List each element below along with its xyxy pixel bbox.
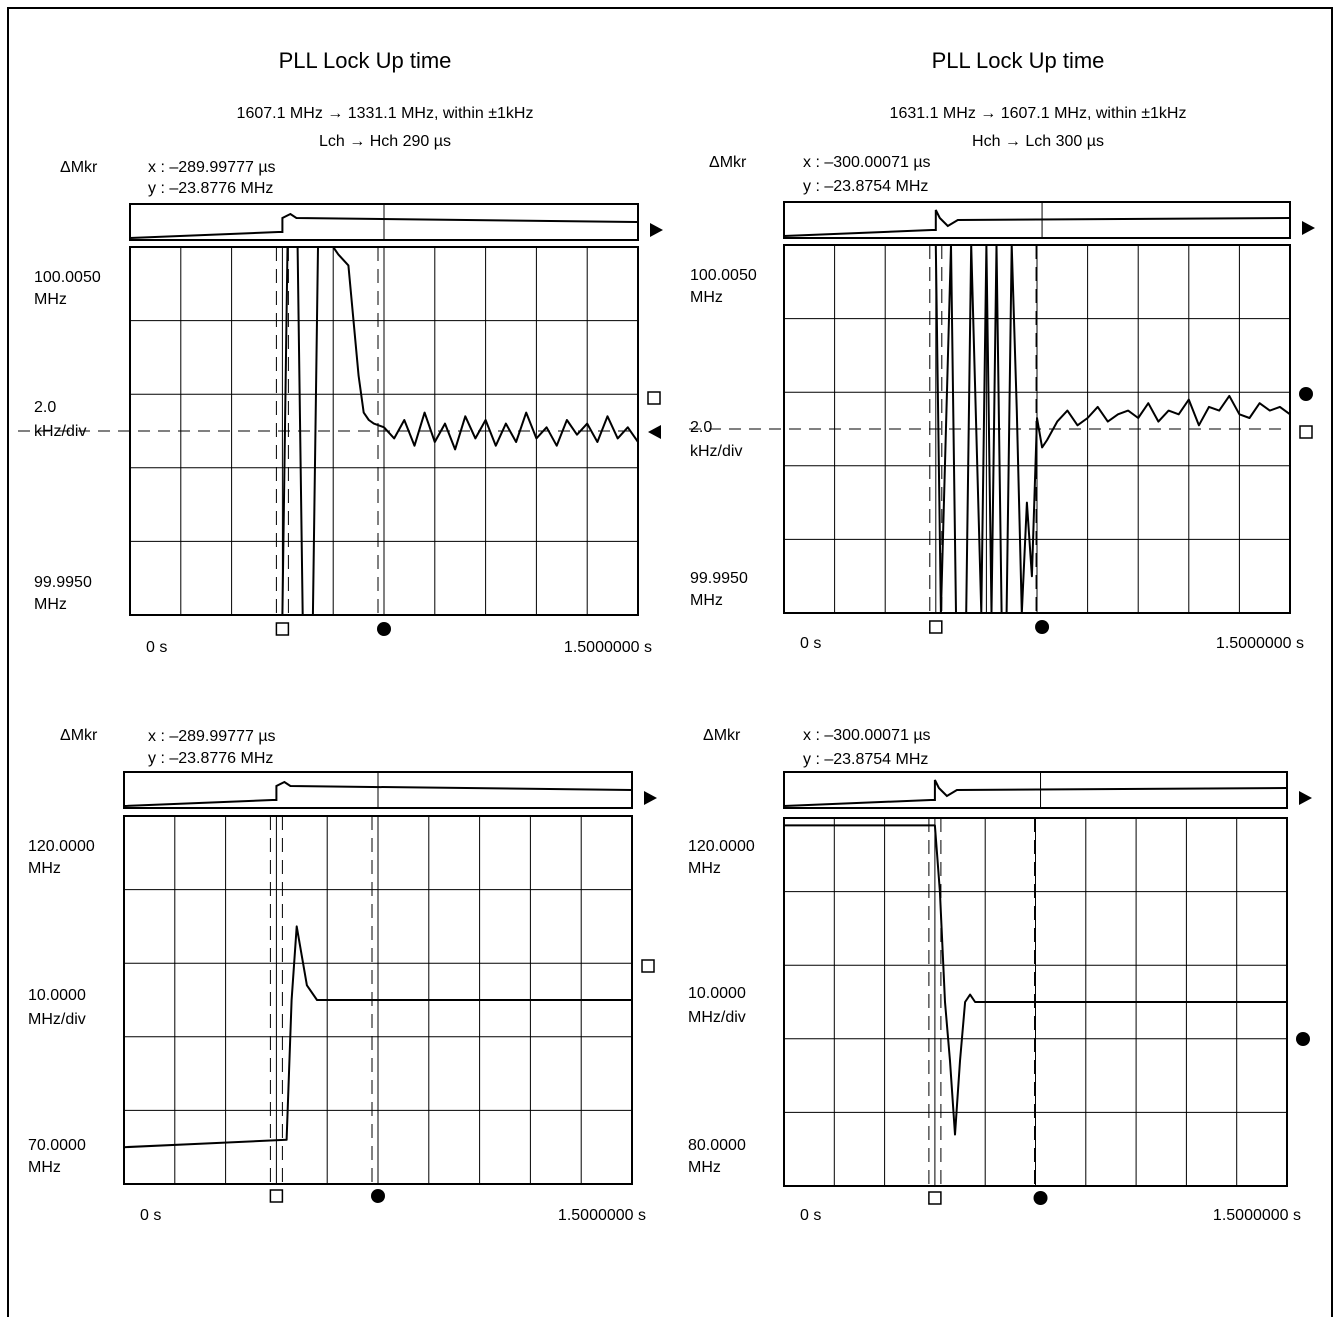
chart-subtitle-timing: Lch → Hch 290 µs bbox=[319, 133, 451, 150]
y-axis-scale-unit: MHz/div bbox=[28, 1011, 86, 1028]
x-axis-start-label: 0 s bbox=[800, 1207, 821, 1224]
overview-right-arrow bbox=[1299, 791, 1312, 805]
x-axis-end-label: 1.5000000 s bbox=[1216, 635, 1304, 652]
marker-x-readout: x : –289.99777 µs bbox=[148, 159, 276, 176]
square-marker-right bbox=[647, 391, 661, 405]
overview-right-arrow bbox=[1302, 221, 1315, 235]
signal-trace bbox=[784, 244, 1291, 614]
square-marker-right bbox=[641, 959, 655, 973]
y-axis-top-value: 100.0050 bbox=[34, 269, 101, 286]
y-axis-top-value: 120.0000 bbox=[28, 838, 95, 855]
marker-y-readout: y : –23.8754 MHz bbox=[803, 751, 928, 768]
y-axis-scale-unit: kHz/div bbox=[34, 423, 86, 440]
circle-marker bbox=[371, 1189, 385, 1203]
y-axis-top-value: 120.0000 bbox=[688, 838, 755, 855]
marker-y-readout: y : –23.8754 MHz bbox=[803, 178, 928, 195]
y-axis-bottom-unit: MHz bbox=[34, 596, 67, 613]
x-axis-end-label: 1.5000000 s bbox=[564, 639, 652, 656]
square-marker bbox=[275, 622, 290, 636]
marker-x-readout: x : –289.99777 µs bbox=[148, 728, 276, 745]
chart-subtitle: 1631.1 MHz → 1607.1 MHz, within ±1kHz bbox=[890, 105, 1187, 122]
chart-title: PLL Lock Up time bbox=[932, 48, 1105, 73]
marker-x-readout: x : –300.00071 µs bbox=[803, 154, 931, 171]
y-axis-scale-unit: MHz/div bbox=[688, 1009, 746, 1026]
y-axis-scale-unit: kHz/div bbox=[690, 443, 742, 460]
circle-marker bbox=[377, 622, 391, 636]
y-axis-bottom-value: 99.9950 bbox=[34, 574, 92, 591]
delta-marker-label: ΔMkr bbox=[703, 727, 741, 744]
x-axis-end-label: 1.5000000 s bbox=[1213, 1207, 1301, 1224]
x-axis-start-label: 0 s bbox=[146, 639, 167, 656]
y-axis-bottom-value: 99.9950 bbox=[690, 570, 748, 587]
signal-trace bbox=[784, 824, 1287, 1136]
chart-subtitle-timing: Hch → Lch 300 µs bbox=[972, 133, 1104, 150]
delta-marker-label: ΔMkr bbox=[60, 159, 98, 176]
overview-trace bbox=[129, 212, 639, 239]
overview-trace bbox=[783, 779, 1288, 807]
circle-marker bbox=[1033, 1191, 1048, 1205]
y-axis-top-value: 100.0050 bbox=[690, 267, 757, 284]
overview-strip bbox=[783, 771, 1288, 809]
y-axis-scale-value: 2.0 bbox=[34, 399, 56, 416]
page-frame bbox=[7, 7, 1333, 1317]
square-marker bbox=[929, 620, 943, 634]
chart-title: PLL Lock Up time bbox=[279, 48, 452, 73]
x-axis-start-label: 0 s bbox=[140, 1207, 161, 1224]
y-axis-bottom-unit: MHz bbox=[690, 592, 723, 609]
marker-y-readout: y : –23.8776 MHz bbox=[148, 180, 273, 197]
marker-y-readout: y : –23.8776 MHz bbox=[148, 750, 273, 767]
y-axis-top-unit: MHz bbox=[28, 860, 61, 877]
marker-x-readout: x : –300.00071 µs bbox=[803, 727, 931, 744]
y-axis-scale-value: 10.0000 bbox=[688, 985, 746, 1002]
square-marker bbox=[928, 1191, 942, 1205]
y-axis-top-unit: MHz bbox=[34, 291, 67, 308]
overview-strip bbox=[783, 201, 1291, 239]
x-axis-start-label: 0 s bbox=[800, 635, 821, 652]
y-axis-top-unit: MHz bbox=[690, 289, 723, 306]
chart-subtitle: 1607.1 MHz → 1331.1 MHz, within ±1kHz bbox=[237, 105, 534, 122]
reference-left-arrow bbox=[648, 425, 661, 439]
y-axis-scale-value: 2.0 bbox=[690, 419, 712, 436]
overview-right-arrow bbox=[650, 223, 663, 237]
delta-marker-label: ΔMkr bbox=[60, 727, 98, 744]
circle-marker bbox=[1035, 620, 1050, 634]
y-axis-bottom-value: 70.0000 bbox=[28, 1137, 86, 1154]
y-axis-top-unit: MHz bbox=[688, 860, 721, 877]
square-marker bbox=[269, 1189, 284, 1203]
overview-trace bbox=[123, 780, 633, 807]
overview-right-arrow bbox=[644, 791, 657, 805]
signal-trace bbox=[123, 925, 632, 1149]
circle-marker-right bbox=[1299, 387, 1313, 401]
square-marker-right bbox=[1299, 425, 1313, 439]
signal-trace bbox=[130, 246, 639, 616]
delta-marker-label: ΔMkr bbox=[709, 154, 747, 171]
x-axis-end-label: 1.5000000 s bbox=[558, 1207, 646, 1224]
circle-marker-right bbox=[1296, 1032, 1310, 1046]
y-axis-bottom-value: 80.0000 bbox=[688, 1137, 746, 1154]
y-axis-bottom-unit: MHz bbox=[688, 1159, 721, 1176]
overview-trace bbox=[783, 209, 1291, 237]
y-axis-scale-value: 10.0000 bbox=[28, 987, 86, 1004]
y-axis-bottom-unit: MHz bbox=[28, 1159, 61, 1176]
